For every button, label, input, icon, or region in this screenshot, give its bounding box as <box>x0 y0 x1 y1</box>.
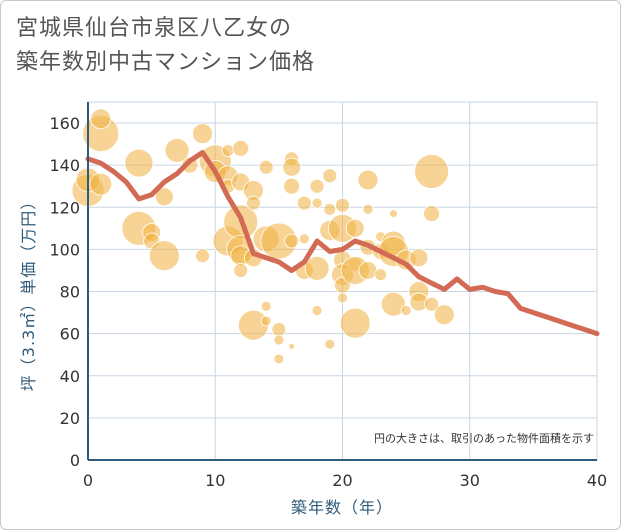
bubble-point <box>258 159 274 175</box>
y-tick-label: 0 <box>70 451 80 470</box>
bubble-point <box>357 169 379 191</box>
bubble-point <box>232 139 250 157</box>
x-tick-label: 20 <box>332 471 352 490</box>
average-price-line <box>85 150 600 337</box>
y-tick-label: 140 <box>49 156 80 175</box>
chart-title: 宮城県仙台市泉区八乙女の 築年数別中古マンション価格 <box>16 12 315 80</box>
bubble-point <box>90 108 112 130</box>
bubble-point <box>273 353 285 365</box>
chart-title-line-1: 宮城県仙台市泉区八乙女の <box>16 16 293 41</box>
bubble-point <box>273 334 285 346</box>
bubble-point <box>311 197 323 209</box>
y-tick-label: 20 <box>60 409 80 428</box>
bubble-point <box>339 307 371 339</box>
bubble-point <box>433 304 455 326</box>
bubble-point <box>164 138 190 163</box>
bubble-point <box>283 177 301 195</box>
bubble-point <box>288 342 296 350</box>
y-tick-label: 80 <box>60 283 80 302</box>
bubble-point <box>358 261 378 280</box>
axes <box>87 102 597 461</box>
bubble-point <box>124 148 154 178</box>
chart-title-line-2: 築年数別中古マンション価格 <box>16 50 316 75</box>
y-tick-label: 160 <box>49 114 80 133</box>
bubble-point <box>414 154 449 189</box>
y-tick-label: 40 <box>60 367 80 386</box>
bubble-point <box>296 195 312 211</box>
bubble-point <box>374 268 388 282</box>
bubble-point <box>282 157 302 177</box>
bubble-point <box>362 203 374 215</box>
bubble-point <box>284 233 300 249</box>
bubble-point <box>423 205 440 223</box>
bubble-point <box>400 305 412 316</box>
tick-labels: 0 20 40 60 80 100 120 140 160 0 10 20 30 40 <box>49 114 607 490</box>
bubble-point <box>322 168 338 184</box>
bubble-point <box>337 292 348 304</box>
bubble-point <box>260 300 272 312</box>
bubble-point <box>304 255 330 281</box>
bubble-point <box>221 144 235 157</box>
bubble-point <box>260 315 272 327</box>
bubble-size-note: 円の大きさは、取引のあった物件面積を示す <box>374 431 594 445</box>
bubble-series <box>71 108 455 365</box>
bubble-point <box>195 248 210 264</box>
x-axis-label: 築年数（年） <box>291 498 393 517</box>
bubble-point <box>388 209 398 219</box>
bubble-point <box>345 218 365 238</box>
y-tick-label: 60 <box>60 325 80 344</box>
bubble-point <box>246 195 261 211</box>
bubble-point <box>309 178 325 194</box>
bubble-point <box>311 305 323 316</box>
x-tick-label: 30 <box>460 471 480 490</box>
x-tick-label: 40 <box>587 471 607 490</box>
x-tick-label: 10 <box>205 471 225 490</box>
bubble-point <box>380 291 406 317</box>
bubble-point <box>424 296 439 312</box>
bubble-point <box>409 248 429 268</box>
bubble-point <box>89 172 113 196</box>
bubble-point <box>233 263 249 278</box>
bubble-point <box>323 202 337 216</box>
bubble-point <box>192 123 213 144</box>
y-axis-label: 坪（3.3㎡）単価（万円） <box>19 193 38 391</box>
bubble-point <box>148 240 180 272</box>
bubble-point <box>154 187 174 207</box>
bubble-point <box>324 338 336 350</box>
x-tick-label: 0 <box>83 471 93 490</box>
bubble-point <box>271 322 287 337</box>
y-tick-label: 100 <box>49 240 80 259</box>
y-tick-label: 120 <box>49 198 80 217</box>
bubble-point <box>298 233 310 245</box>
bubble-point <box>335 197 350 213</box>
